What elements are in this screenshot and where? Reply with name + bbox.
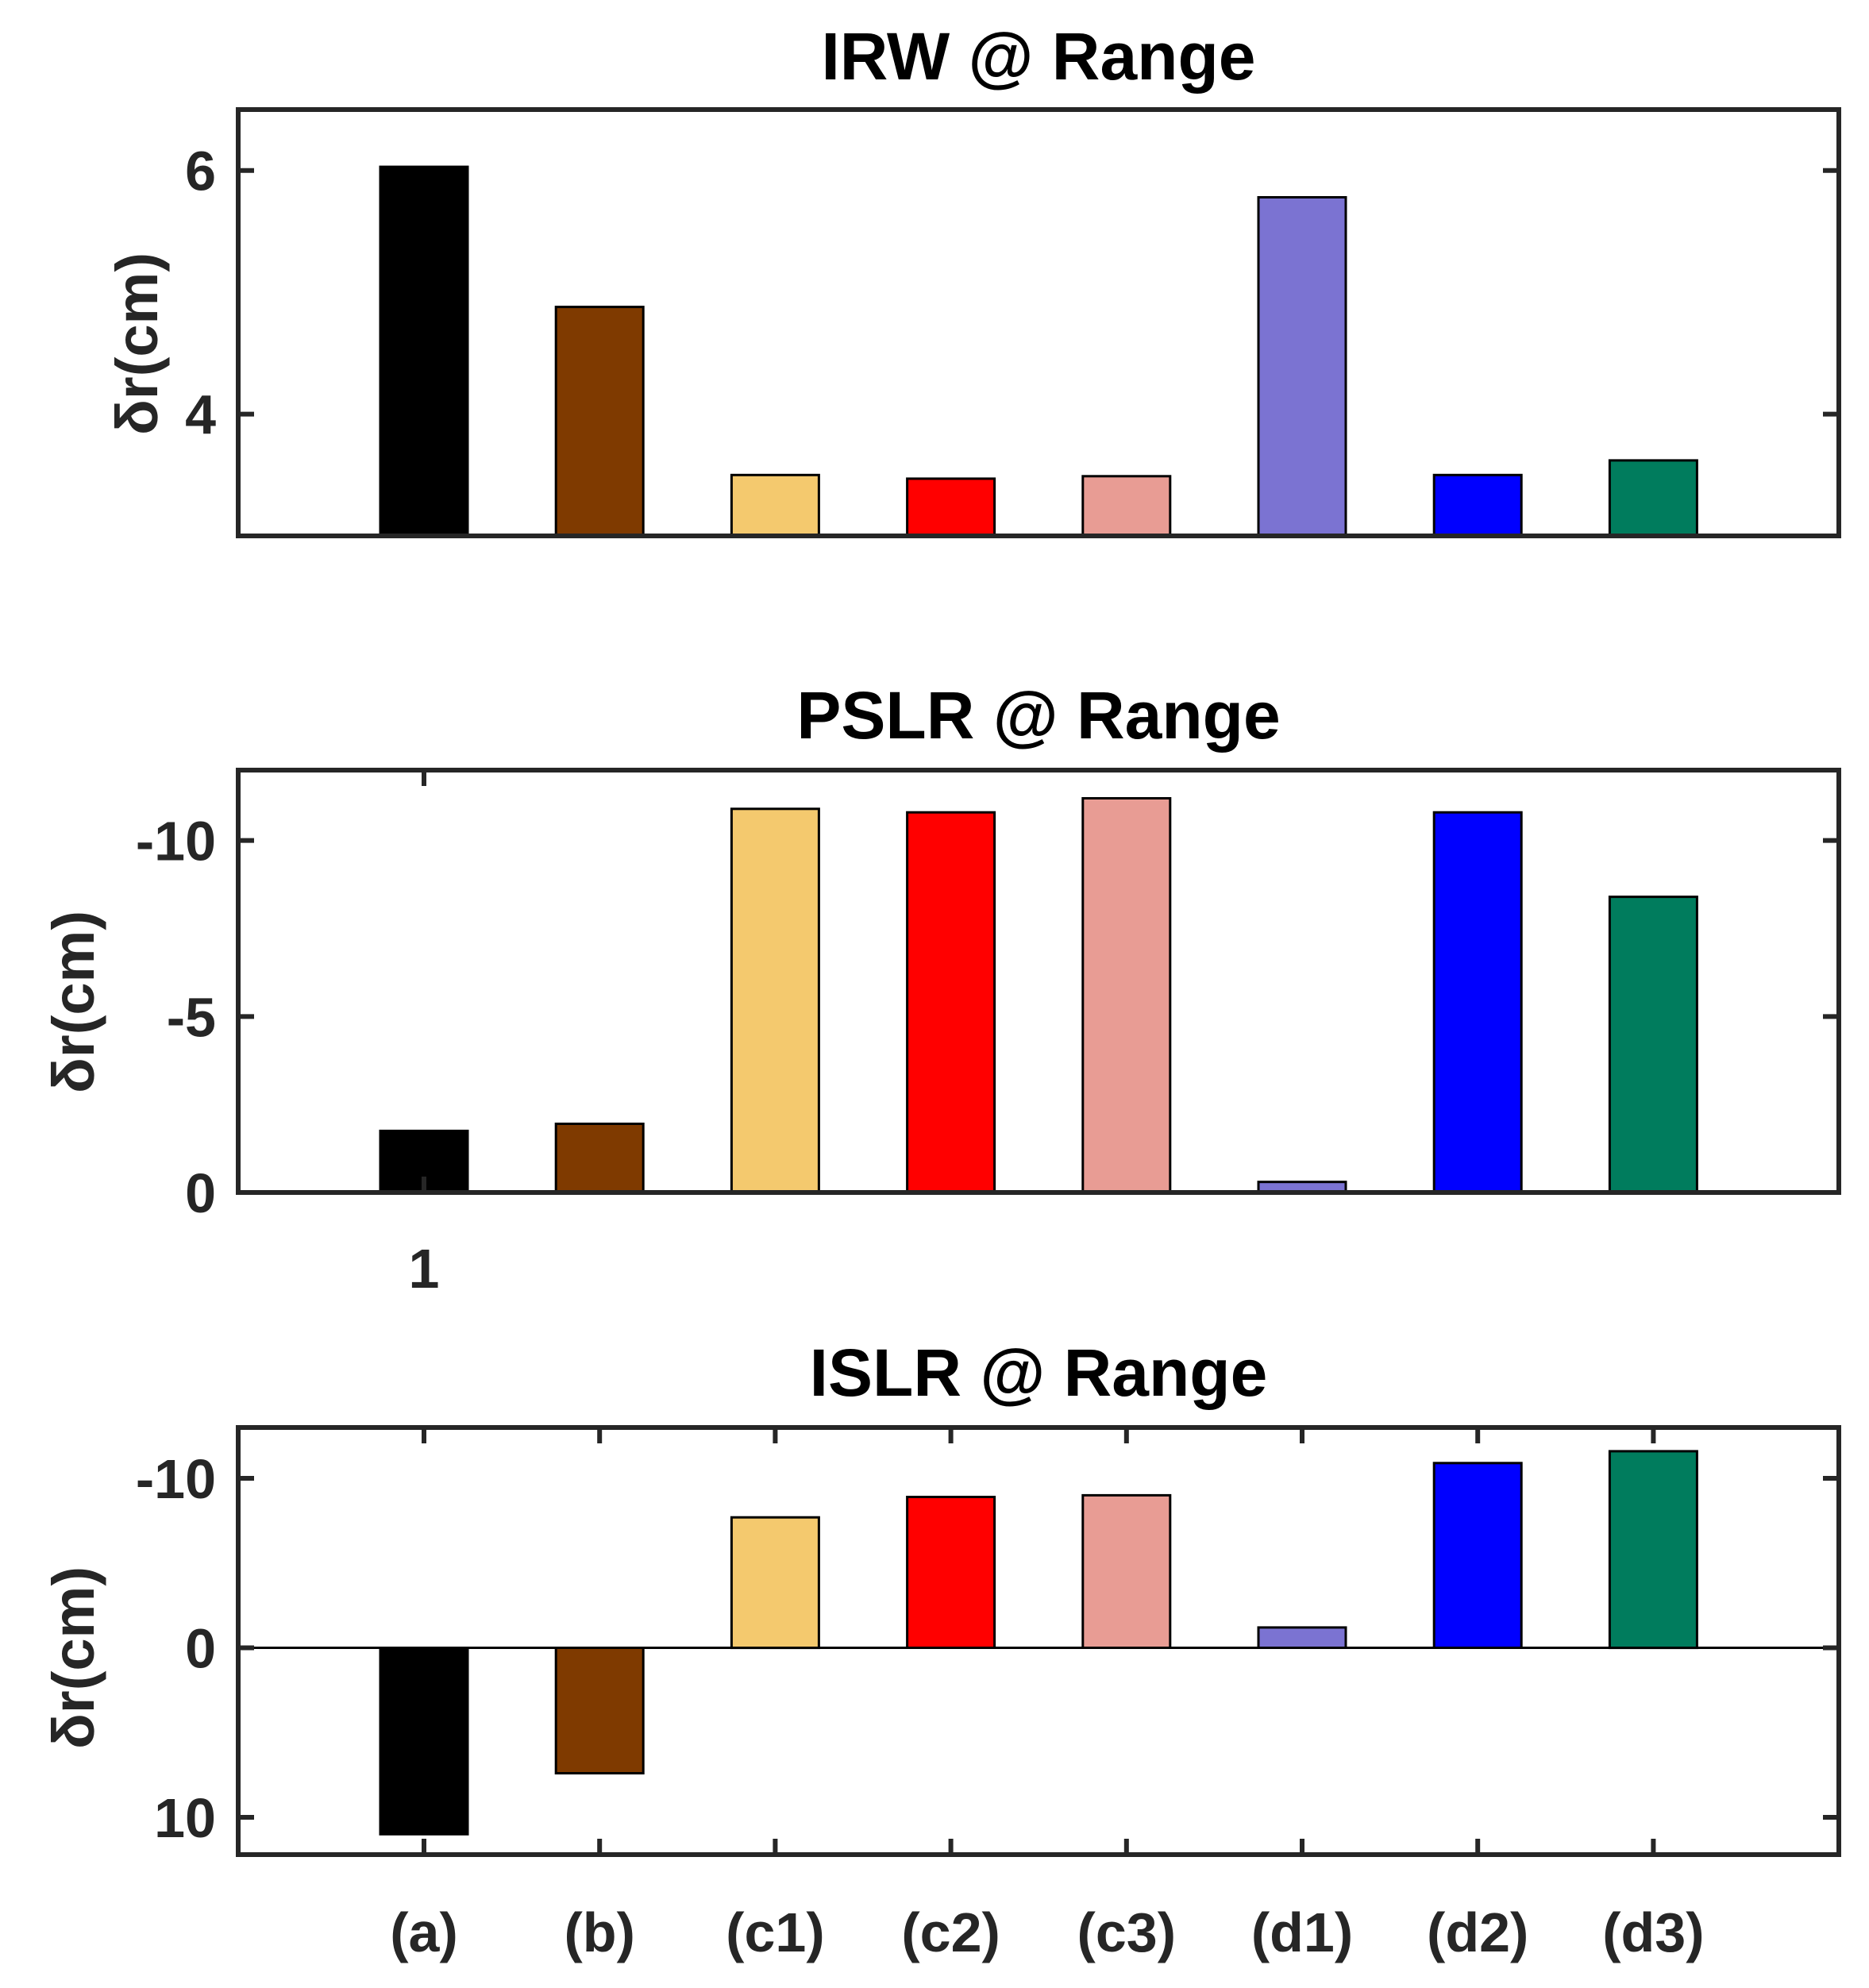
- islr-xtick-label: (c3): [1077, 1901, 1176, 1963]
- islr-axes-frame: [236, 1425, 1841, 1857]
- islr-xtick-label: (d1): [1251, 1901, 1353, 1963]
- pslr-bar-c3: [1081, 797, 1172, 1194]
- irw-bar-c1: [730, 473, 820, 537]
- pslr-bar-c2: [906, 811, 996, 1194]
- islr-chart: ISLR @ Range δr(cm) 10 0 -10 (a) (b) (c1) (c2)…: [40, 1335, 1841, 1963]
- irw-y-axis-label: δr(cm): [104, 252, 170, 435]
- islr-bar-c1: [730, 1516, 820, 1650]
- pslr-bar-d2: [1432, 811, 1523, 1194]
- irw-bar-c2: [906, 477, 996, 537]
- pslr-xtick-label: 1: [409, 1238, 440, 1300]
- islr-xtick-label: (b): [565, 1901, 635, 1963]
- islr-bar-d2: [1432, 1462, 1523, 1650]
- irw-bar-d3: [1608, 459, 1698, 537]
- islr-chart-title: ISLR @ Range: [810, 1335, 1268, 1410]
- pslr-bar-d3: [1608, 896, 1698, 1194]
- irw-bars: [379, 165, 1698, 537]
- pslr-ytick-label: -10: [136, 811, 216, 873]
- irw-axes-frame: [236, 107, 1841, 538]
- irw-bar-d2: [1432, 473, 1523, 537]
- irw-bar-c3: [1081, 475, 1172, 537]
- pslr-bars: [379, 797, 1698, 1194]
- pslr-ytick-label: 0: [185, 1162, 216, 1224]
- pslr-bar-b: [554, 1123, 645, 1194]
- irw-chart: IRW @ Range δr(cm) 46: [104, 19, 1841, 538]
- islr-xtick-label: (c1): [726, 1901, 824, 1963]
- islr-ytick-label: 10: [154, 1787, 216, 1849]
- irw-chart-title: IRW @ Range: [821, 19, 1255, 94]
- islr-ytick-label: 0: [185, 1618, 216, 1680]
- islr-bar-d1: [1257, 1626, 1347, 1649]
- islr-ticks: 10 0 -10 (a) (b) (c1) (c2) (c3) (d1) (d2) (d3): [136, 1427, 1839, 1963]
- pslr-bar-c1: [730, 807, 820, 1194]
- islr-xtick-label: (d2): [1427, 1901, 1528, 1963]
- pslr-y-axis-label: δr(cm): [40, 911, 106, 1093]
- irw-bar-b: [554, 306, 645, 537]
- pslr-chart: PSLR @ Range δr(cm) 0 -5 -10 1: [40, 678, 1841, 1300]
- islr-bar-d3: [1608, 1450, 1698, 1650]
- pslr-ytick-label: -5: [167, 986, 216, 1048]
- islr-bar-b: [554, 1647, 645, 1774]
- islr-bars: [238, 1450, 1839, 1836]
- islr-xtick-label: (c2): [901, 1901, 1000, 1963]
- islr-bar-a: [379, 1647, 469, 1836]
- islr-xtick-label: (a): [390, 1901, 458, 1963]
- islr-bar-c3: [1081, 1493, 1172, 1650]
- irw-ytick-label: 6: [185, 141, 216, 202]
- irw-ytick-label: 4: [185, 384, 216, 446]
- islr-xtick-label: (d3): [1602, 1901, 1704, 1963]
- irw-bar-d1: [1257, 196, 1347, 537]
- irw-ticks: 46: [185, 141, 1839, 446]
- islr-bar-c2: [906, 1496, 996, 1649]
- islr-y-axis-label: δr(cm): [40, 1566, 106, 1749]
- irw-bar-a: [379, 165, 469, 537]
- pslr-axes-frame: [236, 768, 1841, 1195]
- islr-ytick-label: -10: [136, 1448, 216, 1510]
- pslr-chart-title: PSLR @ Range: [796, 678, 1280, 753]
